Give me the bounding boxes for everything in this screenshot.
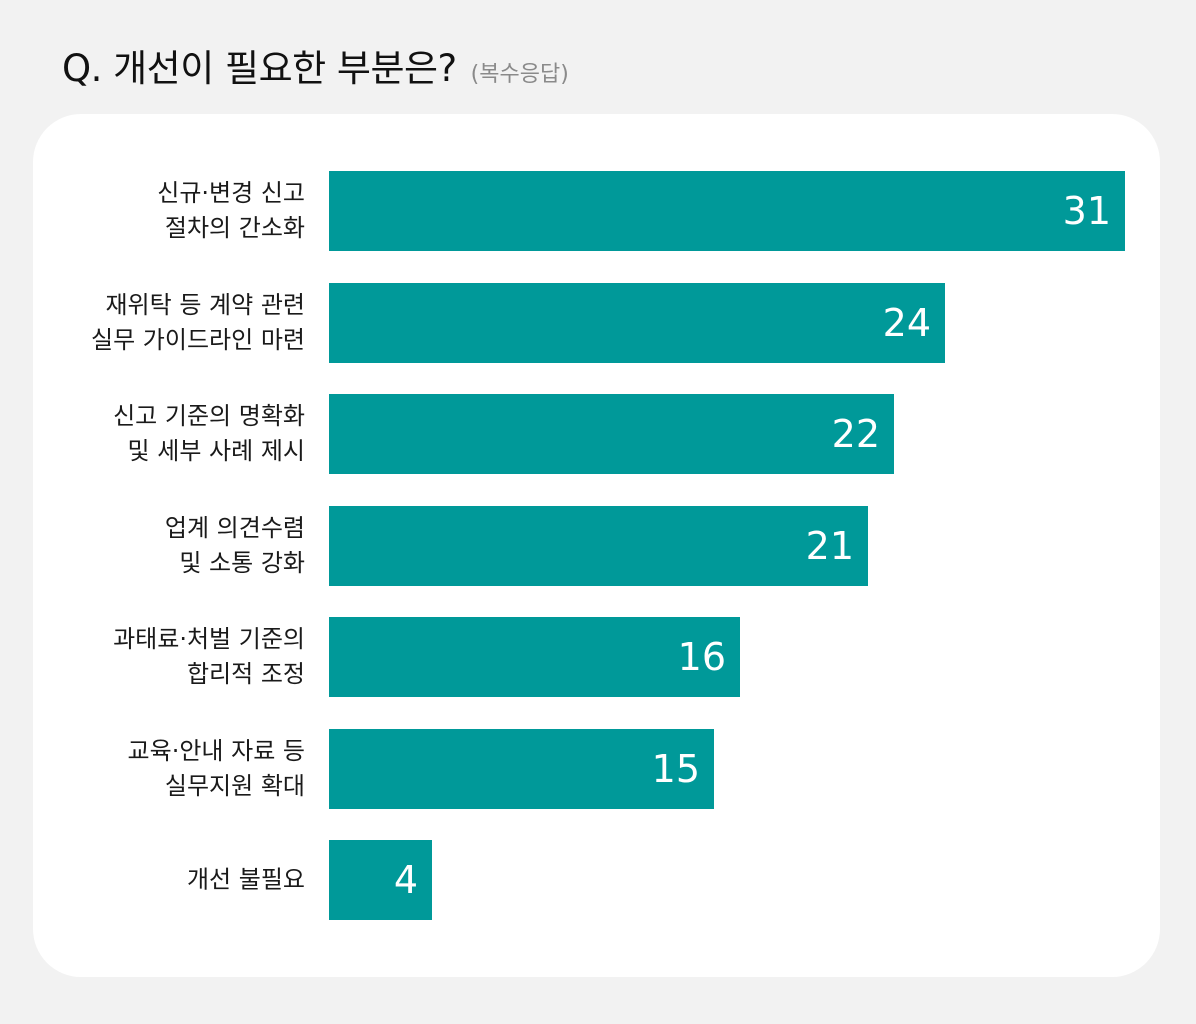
- bar-value-label: 22: [831, 412, 880, 456]
- category-label-line: 및 세부 사례 제시: [127, 437, 305, 465]
- bar-value-label: 24: [882, 300, 931, 345]
- bar-value-label: 4: [393, 858, 418, 902]
- category-label-line: 개선 불필요: [186, 865, 305, 894]
- category-label-line: 재위탁 등 계약 관련: [105, 290, 305, 319]
- category-label-line: 합리적 조정: [186, 660, 305, 688]
- category-label-line: 절차의 간소화: [164, 214, 305, 242]
- bar: 4: [329, 840, 432, 920]
- category-label-line: 신규·변경 신고: [157, 179, 305, 207]
- bar-value-label: 21: [805, 523, 854, 568]
- bar: 16: [329, 617, 740, 697]
- category-label-line: 및 소통 강화: [179, 548, 305, 577]
- bar-value-label: 31: [1062, 189, 1111, 233]
- category-label: 개선 불필요: [187, 863, 305, 898]
- bar: 22: [329, 394, 894, 474]
- category-label-line: 실무 가이드라인 마련: [91, 325, 305, 354]
- bar-row: 개선 불필요 4: [33, 840, 1160, 920]
- category-label-line: 과태료·처벌 기준의: [113, 625, 305, 653]
- chart-subtitle: (복수응답): [470, 62, 569, 87]
- bar: 15: [329, 728, 714, 809]
- category-label-line: 교육·안내 자료 등: [127, 736, 305, 765]
- bar-value-label: 15: [651, 746, 700, 791]
- bar: 21: [329, 505, 868, 586]
- chart-title: Q. 개선이 필요한 부분은?: [62, 47, 457, 90]
- bar: 24: [329, 282, 945, 363]
- category-label-line: 신고 기준의 명확화: [113, 402, 305, 430]
- bar-value-label: 16: [677, 635, 726, 679]
- category-label-line: 업계 의견수렴: [164, 513, 305, 542]
- title-row: Q. 개선이 필요한 부분은? (복수응답): [62, 38, 569, 92]
- bar: 31: [329, 171, 1125, 251]
- category-label-line: 실무지원 확대: [164, 771, 305, 800]
